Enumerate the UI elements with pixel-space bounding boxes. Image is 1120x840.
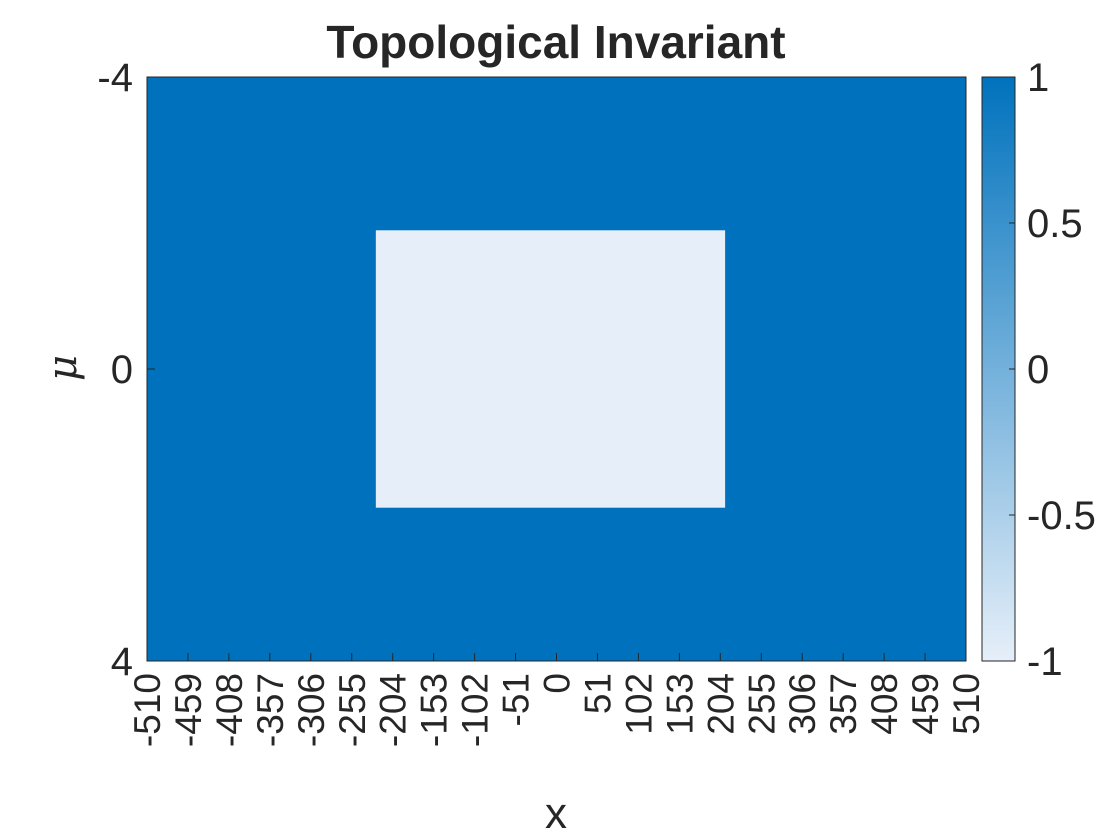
colorbar-tick-label: 0.5	[1027, 202, 1083, 246]
x-tick-label: 0	[537, 673, 578, 694]
x-tick-label: 255	[741, 673, 782, 735]
x-tick-label: 153	[659, 673, 700, 735]
x-tick-label: 459	[905, 673, 946, 735]
x-tick-label: -510	[127, 673, 168, 747]
x-tick-label: -459	[168, 673, 209, 747]
x-tick-label: -51	[496, 673, 537, 726]
colorbar-tick-label: 1	[1027, 56, 1049, 100]
x-tick-label: -255	[332, 673, 373, 747]
x-tick-label: 306	[782, 673, 823, 735]
x-tick-label: 510	[946, 673, 987, 735]
colorbar-ticks: 1 0.5 0 -0.5 -1	[1009, 56, 1096, 684]
x-tick-label: 408	[864, 673, 905, 735]
y-axis-label: μ	[40, 355, 86, 381]
y-tick-label: 0	[111, 348, 133, 392]
x-tick-label: -306	[291, 673, 332, 747]
x-tick-label: 357	[823, 673, 864, 735]
x-axis-ticks: -510 -459 -408 -357 -306 -255 -204 -153 -102 -51 0…	[127, 653, 987, 747]
x-tick-label: -357	[250, 673, 291, 747]
y-axis-ticks: -4 0 4	[97, 56, 155, 684]
x-tick-label: -204	[373, 673, 414, 747]
x-tick-label: 204	[700, 673, 741, 735]
y-tick-label: -4	[97, 56, 133, 100]
heatmap-region-0	[375, 230, 726, 508]
colorbar-tick-label: -0.5	[1027, 494, 1096, 538]
x-tick-label: -153	[414, 673, 455, 747]
x-tick-label: 102	[618, 673, 659, 735]
chart-title: Topological Invariant	[326, 16, 785, 68]
x-tick-label: 51	[577, 673, 618, 714]
colorbar-tick-label: -1	[1027, 640, 1063, 684]
y-tick-label: 4	[111, 640, 133, 684]
plot-area	[146, 76, 967, 662]
x-axis-label: x	[545, 789, 567, 838]
x-tick-label: -102	[455, 673, 496, 747]
x-tick-label: -408	[209, 673, 250, 747]
colorbar-tick-label: 0	[1027, 348, 1049, 392]
